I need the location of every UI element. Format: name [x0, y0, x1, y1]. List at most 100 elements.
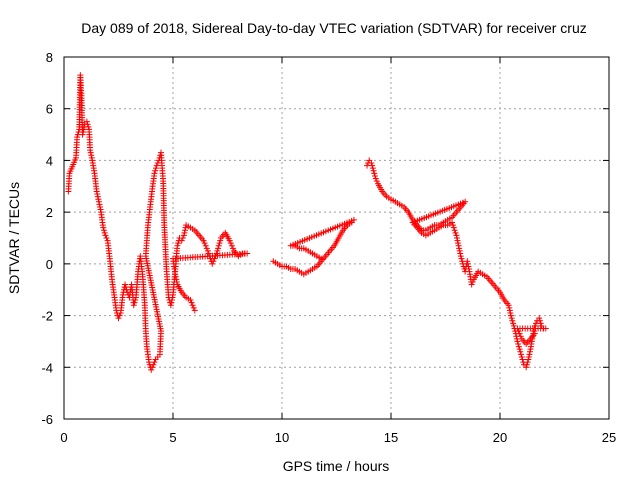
data-point	[191, 307, 198, 314]
data-point	[536, 317, 543, 324]
data-point	[217, 237, 224, 244]
data-point	[531, 330, 538, 337]
data-point	[515, 343, 522, 350]
data-point	[79, 131, 86, 138]
data-point	[364, 162, 371, 169]
data-point	[227, 240, 234, 247]
data-point	[87, 147, 94, 154]
x-tick-label: 10	[275, 430, 289, 445]
data-point	[518, 351, 525, 358]
x-tick-label: 25	[602, 430, 616, 445]
data-point	[457, 250, 464, 257]
data-point	[93, 188, 100, 195]
data-point	[148, 366, 155, 373]
data-point	[505, 302, 512, 309]
data-point	[85, 123, 92, 130]
data-point	[456, 247, 463, 254]
data-point	[188, 299, 195, 306]
data-point	[168, 299, 175, 306]
x-tick-label: 15	[384, 430, 398, 445]
data-point	[229, 245, 236, 252]
data-point	[200, 237, 207, 244]
data-point	[204, 247, 211, 254]
data-point	[87, 149, 94, 156]
data-point	[173, 278, 180, 285]
data-point	[175, 240, 182, 247]
data-point	[509, 317, 516, 324]
data-point	[526, 348, 533, 355]
data-point	[369, 162, 376, 169]
data-point	[189, 302, 196, 309]
data-point	[371, 170, 378, 177]
data-point	[537, 320, 544, 327]
data-point	[457, 253, 464, 260]
x-tick-label: 0	[60, 430, 67, 445]
axis-ticks: 0 5 10 15 20 25 -6 -4 -2 0 2 4 6 8	[41, 50, 616, 445]
data-point	[453, 235, 460, 241]
data-point	[510, 320, 517, 327]
data-point	[452, 229, 459, 236]
data-point	[318, 255, 325, 262]
data-point	[146, 359, 153, 366]
data-point	[179, 235, 186, 241]
data-point	[514, 325, 521, 332]
data-point	[369, 165, 376, 172]
data-point	[464, 258, 471, 265]
data-point	[518, 353, 525, 360]
x-axis-label: GPS time / hours	[283, 458, 390, 474]
data-point	[507, 312, 514, 319]
data-point	[74, 134, 81, 141]
data-point	[103, 235, 110, 241]
data-point	[88, 154, 95, 161]
x-tick-label: 20	[493, 430, 507, 445]
data-point	[228, 242, 235, 249]
data-point	[370, 167, 377, 174]
data-point	[210, 258, 217, 265]
data-point	[523, 361, 530, 368]
data-point	[168, 297, 175, 304]
data-point	[131, 299, 138, 306]
data-point	[100, 224, 107, 231]
data-point	[83, 118, 90, 125]
y-tick-label: 0	[46, 257, 53, 272]
data-point	[150, 361, 157, 368]
data-point	[172, 271, 179, 278]
data-point	[517, 348, 524, 355]
y-tick-label: -2	[41, 309, 53, 324]
y-tick-label: -4	[41, 360, 53, 375]
y-tick-label: 2	[46, 205, 53, 220]
data-point	[202, 242, 209, 249]
data-point	[525, 353, 532, 360]
data-point	[216, 240, 223, 247]
data-point	[173, 276, 180, 283]
data-point	[449, 219, 456, 226]
data-point	[180, 232, 187, 239]
data-point	[203, 245, 210, 252]
data-point	[515, 341, 522, 348]
data-point	[536, 315, 543, 322]
data-points	[65, 72, 549, 373]
data-point	[526, 351, 533, 358]
data-point	[510, 322, 517, 329]
data-point	[96, 203, 103, 210]
data-point	[149, 364, 156, 371]
data-point	[100, 227, 107, 234]
chart-title: Day 089 of 2018, Sidereal Day-to-day VTE…	[81, 20, 587, 36]
data-point	[132, 297, 139, 304]
data-point	[95, 196, 102, 203]
data-point	[508, 315, 515, 322]
data-point	[456, 245, 463, 252]
data-point	[519, 356, 526, 363]
data-point	[215, 245, 222, 252]
data-point	[209, 260, 216, 267]
data-point	[152, 165, 159, 172]
data-point	[454, 237, 461, 244]
y-tick-label: -6	[41, 412, 53, 427]
data-point	[172, 273, 179, 280]
data-point	[102, 232, 109, 239]
data-point	[465, 263, 472, 270]
data-point	[449, 222, 456, 229]
data-point	[96, 201, 103, 208]
data-point	[151, 170, 158, 177]
data-point	[465, 266, 472, 273]
